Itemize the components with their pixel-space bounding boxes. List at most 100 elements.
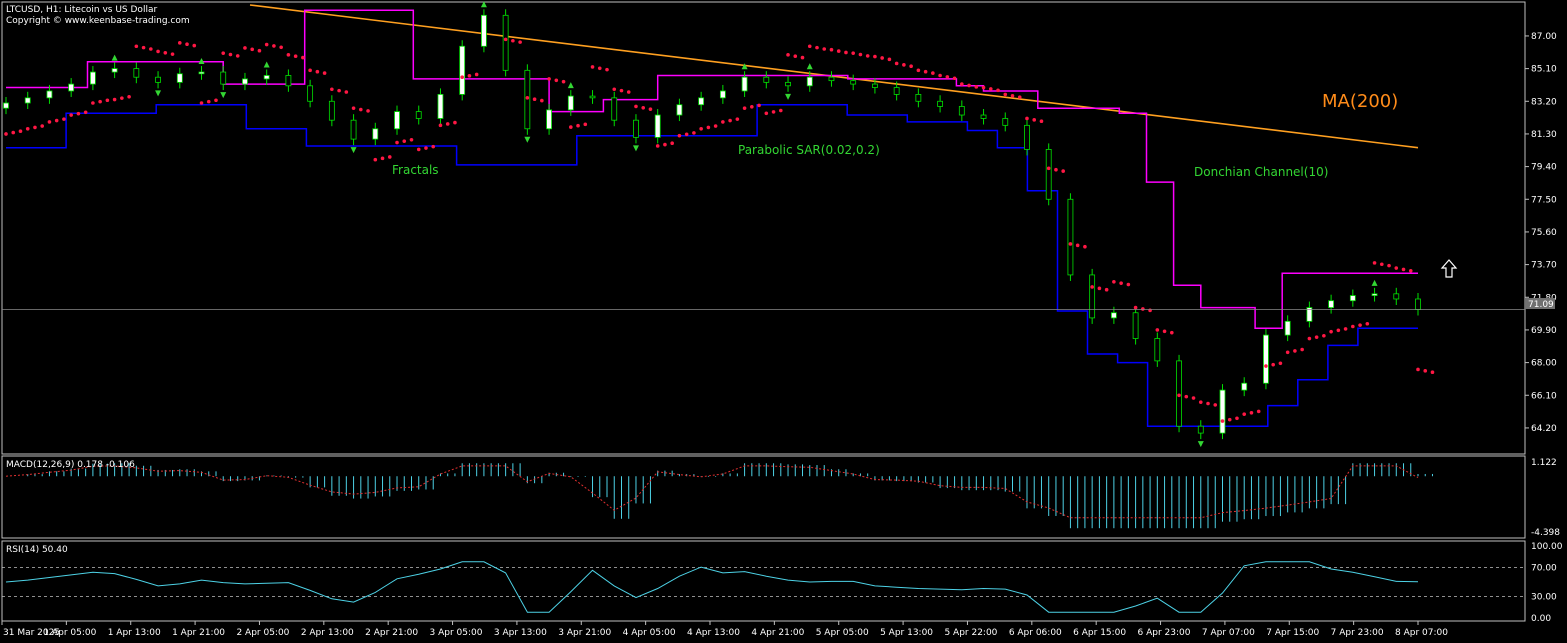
sar-dot (1046, 166, 1051, 171)
macd-panel-frame (1, 455, 1526, 539)
candle-body (698, 97, 705, 106)
price-axis-label: 83.20 (1531, 97, 1557, 107)
current-price-value: 71.09 (1528, 300, 1554, 310)
sar-dot (569, 125, 573, 129)
sar-dot (1126, 282, 1131, 287)
sar-dot (858, 52, 863, 57)
sar-dot (445, 122, 450, 126)
candle-body (1263, 334, 1269, 384)
sar-dot (815, 45, 819, 50)
current-price-tag (1525, 298, 1555, 309)
sar-dot (264, 42, 269, 47)
sar-dot (931, 71, 935, 75)
time-axis-label: 5 Apr 05:00 (816, 628, 869, 638)
time-axis-label: 6 Apr 15:00 (1073, 628, 1126, 638)
sar-dot (330, 87, 334, 92)
sar-dot (243, 46, 247, 50)
candle-body (24, 97, 31, 104)
sar-dot (1430, 370, 1435, 375)
candle-body (719, 90, 726, 99)
sar-dot (1184, 394, 1189, 399)
rsi-series-layer (2, 561, 1525, 613)
sar-dot (25, 126, 30, 131)
fractal-down-marker (524, 136, 531, 143)
candle-body (1371, 293, 1378, 296)
sar-dot (605, 67, 609, 72)
sar-dot (771, 110, 776, 114)
sar-dot (1343, 327, 1348, 331)
candle-body (263, 75, 270, 80)
sar-dot (1191, 396, 1196, 400)
sar-dot (967, 83, 971, 88)
fractal-down-marker (155, 90, 162, 97)
sar-dot (1220, 419, 1225, 423)
sar-dot (373, 157, 378, 162)
donchian-upper-line (6, 9, 1418, 329)
sar-dot (938, 73, 942, 78)
fractal-down-marker (350, 147, 357, 154)
sar-dot (185, 42, 189, 46)
sar-dot (778, 108, 783, 113)
sar-dot (648, 107, 653, 111)
time-axis-label: 4 Apr 05:00 (623, 628, 676, 638)
sar-dot (1198, 400, 1203, 404)
chart-title: LTCUSD, H1: Litecoin vs US Dollar (6, 5, 157, 15)
sar-dot (1017, 95, 1022, 99)
sar-dot (1177, 393, 1181, 398)
sar-dot (409, 137, 414, 142)
sar-dot (583, 122, 588, 127)
sar-dot (742, 106, 747, 110)
sar-dot (351, 106, 356, 110)
sar-dot (163, 50, 168, 55)
sar-dot (1351, 324, 1355, 329)
sar-dot (250, 47, 254, 52)
candle-body (785, 81, 791, 87)
time-axis-label: 1 Apr 05:00 (43, 628, 96, 638)
sar-dot (47, 120, 52, 124)
sar-dot (1365, 321, 1370, 326)
candle-body (589, 95, 596, 99)
sar-dot (387, 155, 392, 159)
rsi-label: RSI(14) 50.40 (6, 545, 68, 555)
time-axis-label: 3 Apr 21:00 (558, 628, 611, 638)
time-axis-label: 1 Apr 13:00 (108, 628, 161, 638)
sar-dot (988, 87, 993, 91)
fractal-up-marker (806, 63, 813, 70)
candle-body (676, 104, 683, 116)
sar-dot (503, 37, 508, 42)
candle-body (958, 106, 965, 116)
sar-dot (909, 64, 913, 69)
sar-dot (764, 111, 769, 116)
sar-dot (1119, 281, 1123, 285)
fractal-up-marker (480, 1, 487, 8)
sar-dot (800, 55, 805, 60)
copyright-notice: Copyright © www.keenbase-trading.com (6, 16, 190, 26)
candle-body (502, 14, 509, 71)
sar-dot (1249, 411, 1254, 415)
candle-body (741, 76, 748, 92)
price-panel-frame (1, 1, 1526, 455)
sar-dot (1372, 261, 1377, 265)
sar-dot (1278, 361, 1283, 366)
sar-dot (228, 52, 233, 57)
sar-dot (1235, 416, 1239, 421)
sar-dot (1358, 323, 1362, 327)
candle-body (285, 75, 292, 87)
sar-dot (1314, 335, 1319, 339)
sar-dot (894, 61, 899, 66)
sar-dot (366, 109, 370, 113)
sar-dot (670, 141, 674, 146)
candle-body (220, 71, 227, 85)
candle-body (1154, 338, 1161, 362)
sar-dot (214, 98, 218, 103)
fractal-down-marker (632, 145, 639, 152)
time-axis-label: 7 Apr 15:00 (1266, 628, 1319, 638)
candle-body (763, 76, 770, 83)
sar-dot (1090, 285, 1094, 289)
sar-dot (127, 95, 131, 99)
sar-dot (1408, 268, 1413, 273)
sar-dot (757, 103, 761, 108)
sar-dot (692, 131, 696, 135)
sar-dot (141, 45, 146, 50)
